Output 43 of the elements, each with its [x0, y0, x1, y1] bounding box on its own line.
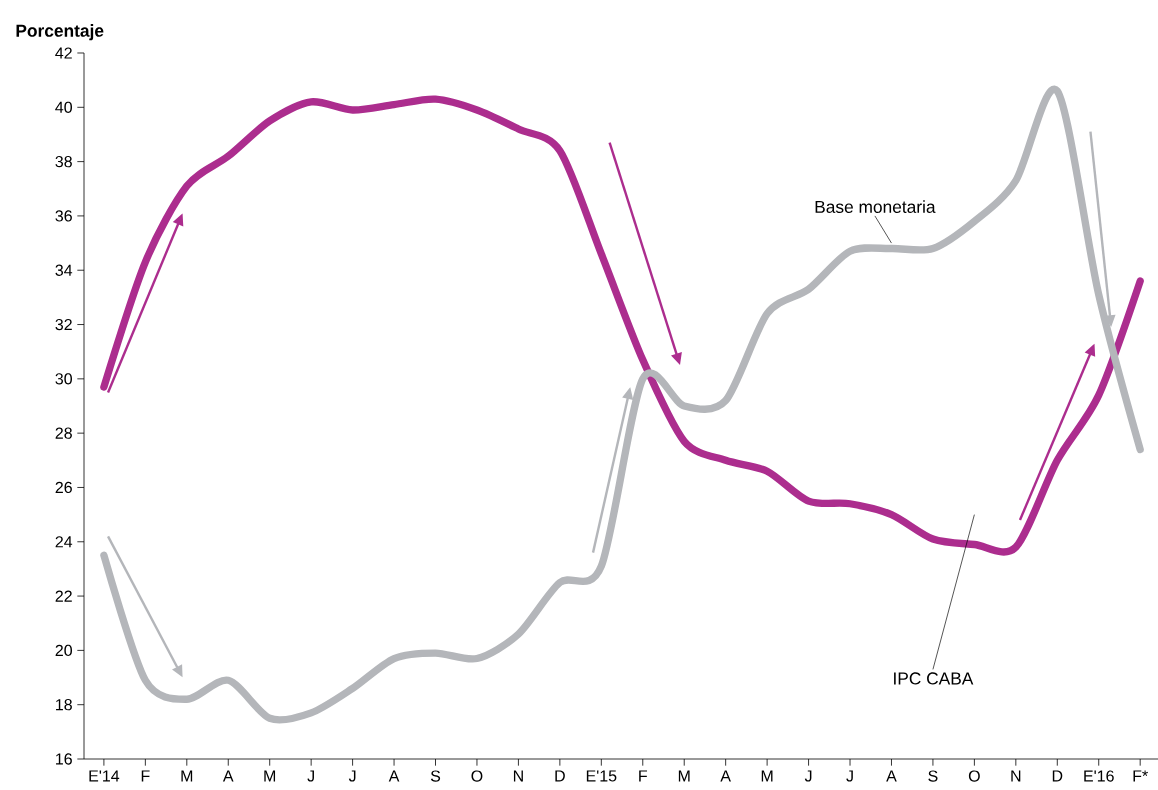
x-tick-label: E'16: [1084, 770, 1114, 782]
x-tick-label: A: [720, 770, 731, 782]
y-tick-label: 26: [55, 481, 72, 494]
x-tick-label: N: [513, 770, 523, 782]
x-tick-label: O: [471, 770, 483, 782]
x-tick-label: D: [555, 770, 565, 782]
y-tick-label: 40: [55, 101, 72, 113]
y-tick-label: 30: [55, 373, 72, 385]
x-tick-label: S: [928, 770, 938, 782]
y-tick-label: 32: [55, 318, 72, 331]
y-tick-label: 22: [55, 590, 72, 602]
x-tick-label: E'15: [586, 770, 617, 782]
y-tick-label: 16: [56, 753, 72, 765]
y-tick-label: 42: [55, 47, 72, 59]
x-tick-label: J: [307, 770, 314, 782]
x-tick-label: J: [804, 770, 812, 782]
x-tick-label: A: [388, 770, 400, 782]
text: IPC CABA: [894, 672, 974, 685]
y-axis-title: Porcentaje: [16, 24, 104, 41]
x-tick-label: A: [886, 770, 897, 782]
x-tick-label: J: [846, 770, 853, 782]
x-tick-label: S: [430, 770, 441, 782]
y-tick-label: 34: [55, 264, 73, 276]
y-tick-label: 18: [56, 699, 72, 711]
x-tick-label: F: [639, 770, 648, 782]
y-tick-label: 38: [55, 155, 72, 168]
x-tick-label: M: [761, 770, 773, 782]
x-tick-label: M: [181, 770, 193, 782]
x-tick-label: M: [264, 770, 276, 782]
x-tick-label: D: [1052, 770, 1063, 782]
x-tick-label: O: [968, 770, 980, 782]
x-tick-label: E'14: [89, 770, 120, 782]
x-tick-label: J: [348, 770, 356, 782]
y-tick-label: 36: [55, 210, 72, 222]
x-tick-label: F: [141, 770, 150, 782]
x-tick-label: F*: [1133, 770, 1148, 782]
x-tick-label: A: [222, 770, 234, 782]
x-tick-label: N: [1011, 770, 1021, 782]
series-label: Base monetaria: [815, 200, 936, 213]
y-tick-label: 24: [55, 536, 73, 548]
y-tick-label: 20: [55, 644, 72, 657]
y-tick-label: 28: [55, 427, 72, 439]
x-tick-label: M: [678, 770, 690, 782]
